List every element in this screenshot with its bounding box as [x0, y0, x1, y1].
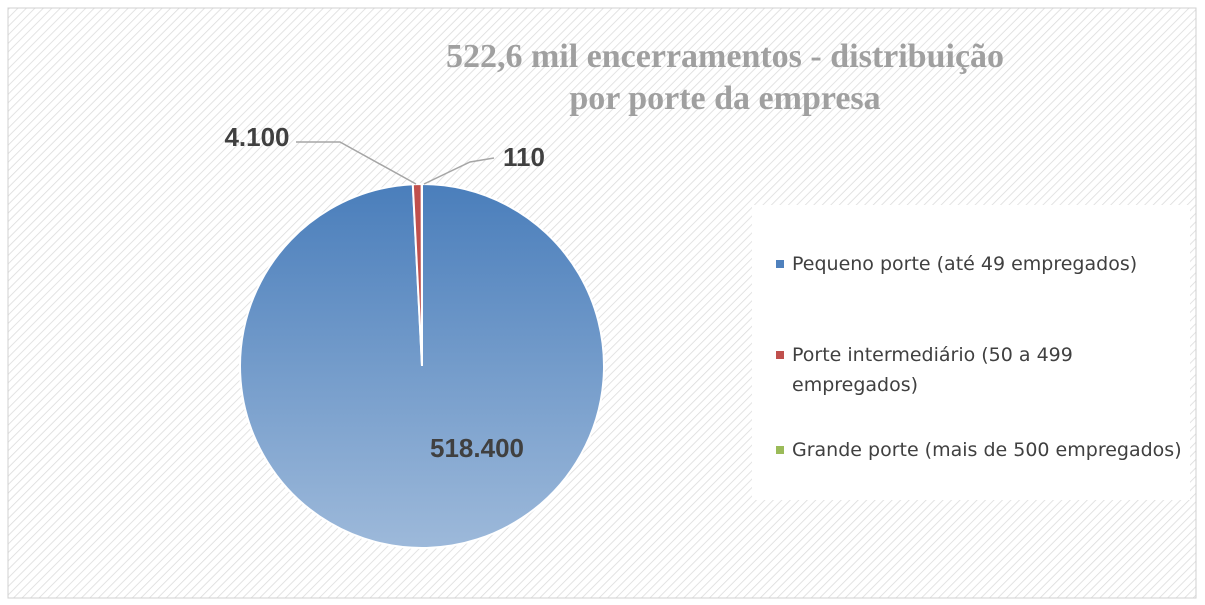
data-label: 518.400	[430, 433, 524, 463]
leader-line	[423, 157, 495, 185]
legend-label: Grande porte (mais de 500 empregados)	[792, 439, 1182, 461]
legend-item: Porte intermediário (50 a 499 empregados…	[772, 340, 1182, 400]
data-label: 110	[503, 142, 545, 172]
legend-label: Pequeno porte (até 49 empregados)	[792, 253, 1138, 275]
legend-item: Grande porte (mais de 500 empregados)	[772, 435, 1182, 465]
leader-line	[296, 141, 417, 185]
pie	[239, 182, 605, 549]
data-label: 4.100	[224, 122, 289, 152]
legend-swatch	[776, 260, 784, 268]
legend-swatch	[776, 446, 784, 454]
chart-title: 522,6 mil encerramentos - distribuição p…	[445, 38, 1005, 117]
legend-label: Porte intermediário (50 a 499 empregados…	[792, 344, 1073, 396]
legend-item: Pequeno porte (até 49 empregados)	[772, 249, 1182, 279]
legend: Pequeno porte (até 49 empregados) Porte i…	[752, 205, 1190, 500]
legend-swatch	[776, 351, 784, 359]
